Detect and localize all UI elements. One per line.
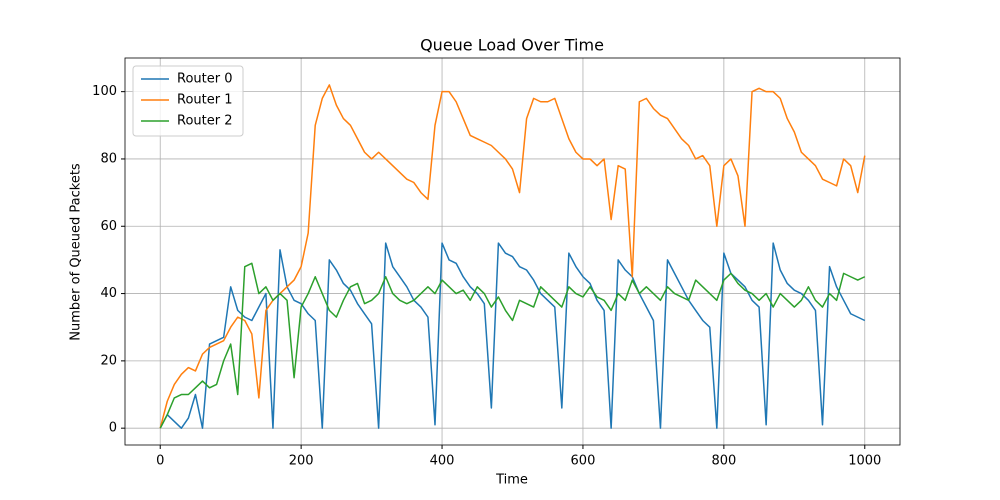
legend-label: Router 2 <box>177 114 233 129</box>
y-tick-label: 80 <box>100 151 117 166</box>
x-tick-label: 400 <box>430 454 455 469</box>
legend-label: Router 1 <box>177 93 233 108</box>
series-line <box>159 262 866 429</box>
legend-box <box>132 65 244 137</box>
y-tick-label: 60 <box>100 219 117 234</box>
legend-label: Router 0 <box>177 72 233 87</box>
y-tick-label: 100 <box>92 84 117 99</box>
y-tick-label: 20 <box>100 353 117 368</box>
x-tick-label: 600 <box>571 454 596 469</box>
x-axis-label: Time <box>495 473 528 488</box>
plot-frame <box>124 57 901 446</box>
x-tick-label: 0 <box>156 454 164 469</box>
y-tick-label: 0 <box>109 421 117 436</box>
chart-title: Queue Load Over Time <box>420 36 604 55</box>
y-tick-label: 40 <box>100 286 117 301</box>
x-tick-label: 200 <box>289 454 314 469</box>
y-axis-label: Number of Queued Packets <box>69 163 84 341</box>
x-tick-label: 1000 <box>848 454 881 469</box>
x-tick-label: 800 <box>711 454 736 469</box>
